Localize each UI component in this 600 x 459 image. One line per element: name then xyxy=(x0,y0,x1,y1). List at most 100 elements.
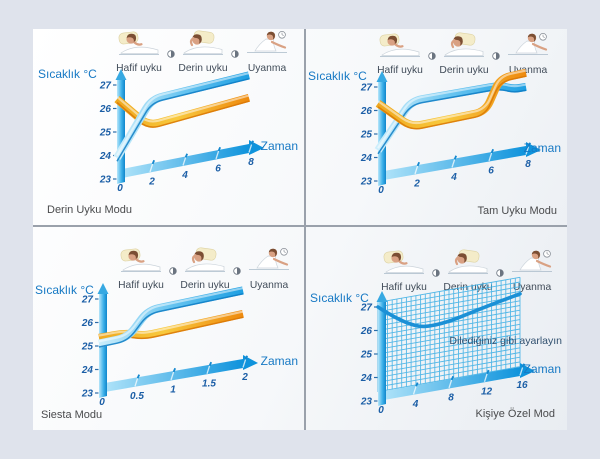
deep-sleep-icon xyxy=(447,249,489,281)
transition-arrow-icon xyxy=(492,47,500,60)
stage-wake-up: Uyanma xyxy=(239,30,295,74)
light-sleep-icon xyxy=(118,30,160,62)
custom-mode-annotation: Dilediğiniz gibi ayarlayın xyxy=(449,335,562,347)
transition-arrow-icon xyxy=(231,45,239,58)
y-tick-label: 24 xyxy=(99,151,112,162)
light-sleep-icon xyxy=(383,249,425,281)
transition-arrow-icon xyxy=(496,264,504,277)
y-tick-label: 23 xyxy=(360,397,373,408)
x-tick-label: 8 xyxy=(448,393,454,404)
x-tick-label: 2 xyxy=(148,177,155,188)
orange-band xyxy=(375,68,527,130)
stage-label-wake-up: Uyanma xyxy=(508,65,548,76)
stage-label-wake-up: Uyanma xyxy=(249,280,289,291)
y-tick-label: 27 xyxy=(99,81,112,92)
sleep-stages-row: Hafif uyku Derin uyku Uyanma xyxy=(113,247,297,291)
x-tick-label: 4 xyxy=(181,170,188,181)
stage-label-light-sleep: Hafif uyku xyxy=(377,65,423,76)
y-tick-label: 26 xyxy=(360,326,373,337)
stage-label-light-sleep: Hafif uyku xyxy=(381,282,427,293)
sleep-stages-row: Hafif uyku Derin uyku Uyanma xyxy=(111,30,295,74)
panel-derin-uyku-modu: Hafif uyku Derin uyku Uyanma Sıcaklık °C… xyxy=(33,29,304,225)
panel-kisiye-ozel-mod: Hafif uyku Derin uyku Uyanma Sıcaklık °C… xyxy=(306,227,567,430)
sleep-stages-row: Hafif uyku Derin uyku Uyanma xyxy=(372,32,556,76)
y-tick-label: 26 xyxy=(360,106,373,117)
stage-wake-up: Uyanma xyxy=(500,32,556,76)
wake-up-icon xyxy=(507,32,549,64)
x-tick-label: 2 xyxy=(413,179,420,190)
x-tick-label: 0 xyxy=(99,397,105,408)
x-tick-label: 16 xyxy=(516,380,528,391)
transition-arrow-icon xyxy=(428,47,436,60)
y-tick-label: 25 xyxy=(360,130,373,141)
y-tick-label: 26 xyxy=(81,318,94,329)
y-axis-title: Sıcaklık °C xyxy=(35,283,94,297)
x-tick-label: 0 xyxy=(378,185,384,196)
blue-band xyxy=(113,71,250,162)
y-tick-label: 24 xyxy=(360,373,373,384)
y-tick-label: 27 xyxy=(360,303,373,314)
light-sleep-icon xyxy=(379,32,421,64)
y-tick-label: 27 xyxy=(360,83,373,94)
y-tick-label: 26 xyxy=(99,104,112,115)
blue-band xyxy=(98,286,244,348)
chart-siesta-modu: 0 0.5 1 1.5 2 27 26 25 24 23 xyxy=(81,283,258,408)
stage-light-sleep: Hafif uyku xyxy=(111,30,167,74)
x-tick-label: 6 xyxy=(215,164,221,175)
stage-deep-sleep: Derin uyku xyxy=(436,32,492,76)
mode-label: Derin Uyku Modu xyxy=(47,204,132,216)
stage-deep-sleep: Derin uyku xyxy=(175,30,231,74)
y-tick-label: 27 xyxy=(81,295,94,306)
y-axis-title: Sıcaklık °C xyxy=(310,291,369,305)
mode-label: Siesta Modu xyxy=(41,409,103,421)
x-tick-label: 1 xyxy=(170,385,176,396)
transition-arrow-icon xyxy=(167,45,175,58)
horizontal-divider xyxy=(33,225,567,227)
stage-label-wake-up: Uyanma xyxy=(512,282,552,293)
y-tick-label: 25 xyxy=(360,350,373,361)
diagram-panel: Hafif uyku Derin uyku Uyanma Sıcaklık °C… xyxy=(33,29,567,430)
stage-wake-up: Uyanma xyxy=(241,247,297,291)
deep-sleep-icon xyxy=(184,247,226,279)
x-axis-title: Zaman xyxy=(523,362,561,376)
stage-light-sleep: Hafif uyku xyxy=(376,249,432,293)
x-axis-title: Zaman xyxy=(523,141,561,155)
stage-label-light-sleep: Hafif uyku xyxy=(118,280,164,291)
wake-up-icon xyxy=(248,247,290,279)
x-tick-label: 4 xyxy=(412,399,419,410)
panel-tam-uyku-modu: Hafif uyku Derin uyku Uyanma Sıcaklık °C… xyxy=(306,29,567,225)
x-tick-label: 8 xyxy=(525,159,531,170)
x-axis-title: Zaman xyxy=(260,354,298,368)
chart-kisiye-ozel-mod: 0 4 8 12 16 27 26 25 24 23 xyxy=(360,276,535,416)
mode-label: Kişiye Özel Mod xyxy=(475,408,555,420)
y-tick-label: 25 xyxy=(81,342,94,353)
x-tick-label: 0 xyxy=(117,183,123,194)
x-axis-title: Zaman xyxy=(260,139,298,153)
custom-temperature-line xyxy=(376,292,522,329)
y-axis-title: Sıcaklık °C xyxy=(308,69,367,83)
stage-label-light-sleep: Hafif uyku xyxy=(116,63,162,74)
stage-label-deep-sleep: Derin uyku xyxy=(439,65,489,76)
y-tick-label: 25 xyxy=(99,128,112,139)
y-tick-label: 24 xyxy=(81,365,94,376)
stage-light-sleep: Hafif uyku xyxy=(113,247,169,291)
stage-label-wake-up: Uyanma xyxy=(247,63,287,74)
y-tick-label: 23 xyxy=(99,175,112,186)
transition-arrow-icon xyxy=(169,262,177,275)
y-tick-label: 24 xyxy=(360,153,373,164)
x-tick-label: 6 xyxy=(488,166,494,177)
x-tick-label: 12 xyxy=(481,386,493,397)
stage-wake-up: Uyanma xyxy=(504,249,560,293)
stage-label-deep-sleep: Derin uyku xyxy=(178,63,228,74)
light-sleep-icon xyxy=(120,247,162,279)
x-tick-label: 1.5 xyxy=(202,378,216,389)
x-tick-label: 8 xyxy=(248,157,254,168)
wake-up-icon xyxy=(511,249,553,281)
stage-light-sleep: Hafif uyku xyxy=(372,32,428,76)
transition-arrow-icon xyxy=(432,264,440,277)
x-tick-label: 0 xyxy=(378,405,384,416)
deep-sleep-icon xyxy=(443,32,485,64)
